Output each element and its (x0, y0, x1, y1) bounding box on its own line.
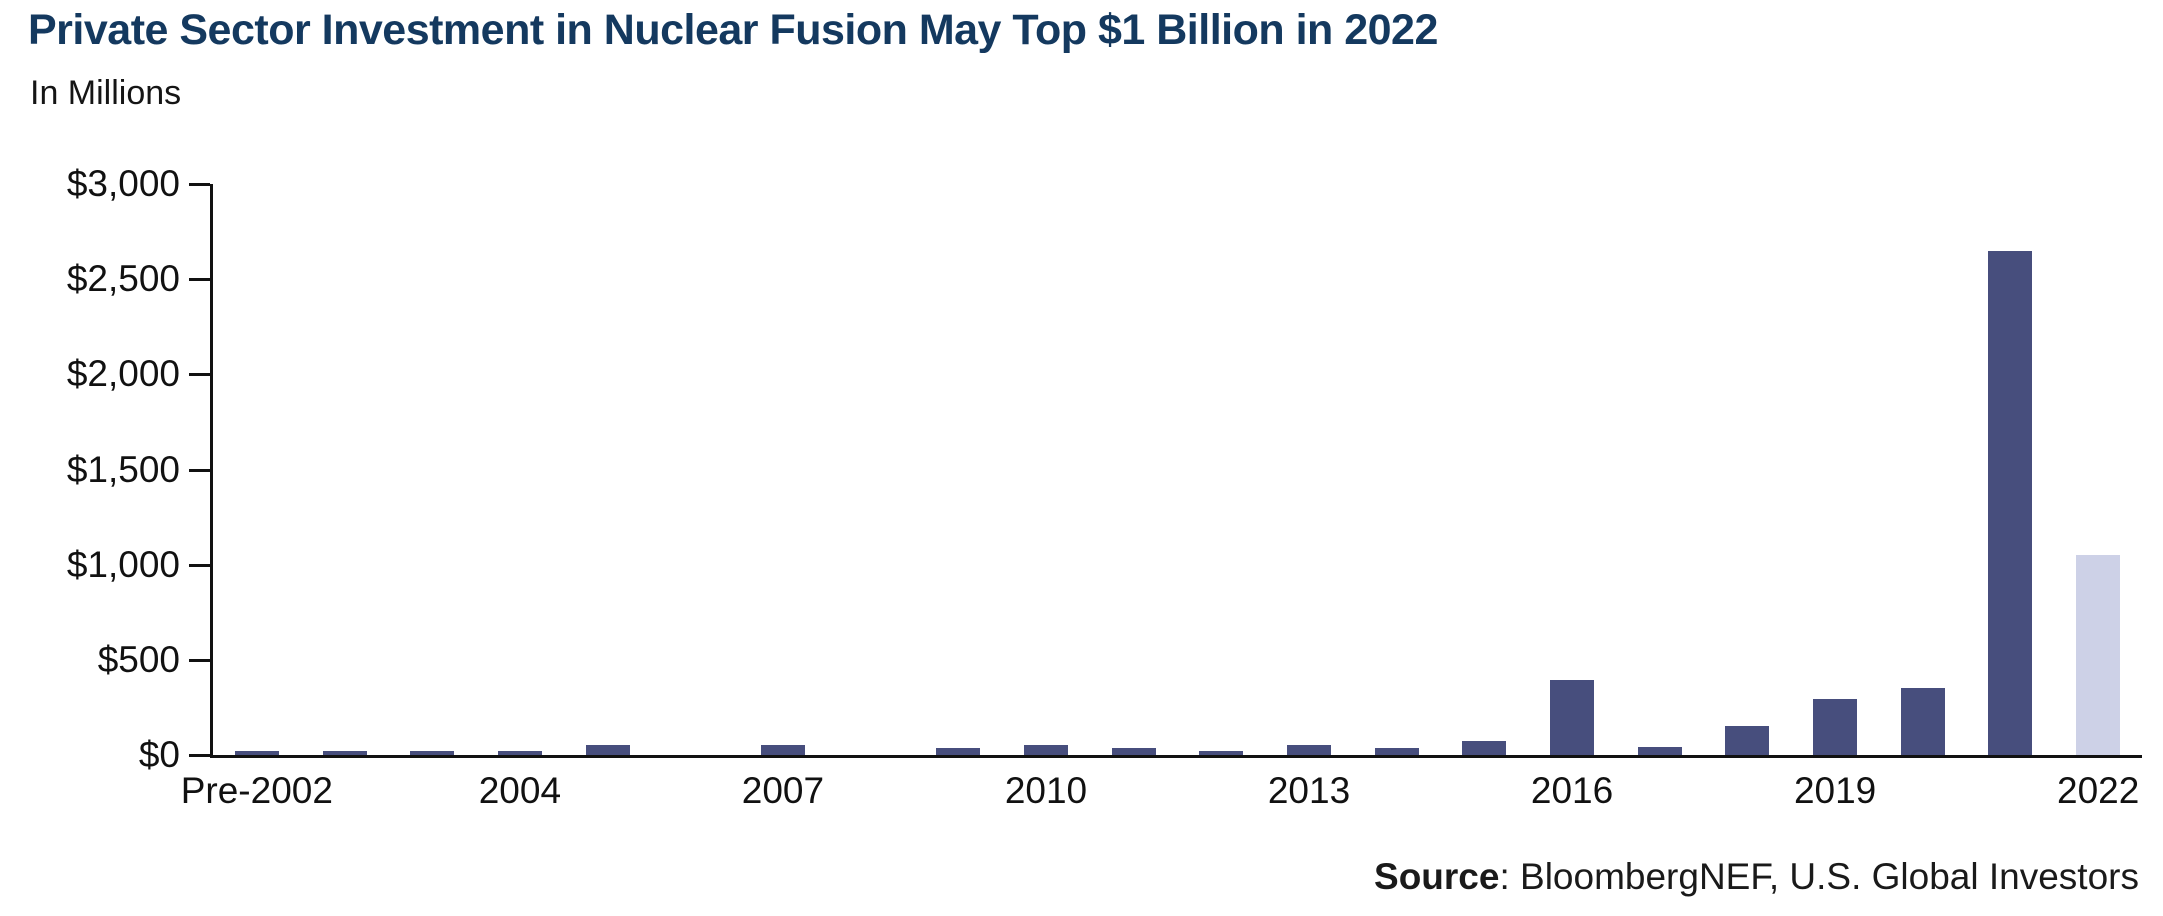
x-axis-label: 2013 (1267, 770, 1351, 811)
bar-2022 (2076, 555, 2121, 755)
bar-2016 (1550, 680, 1595, 755)
source-text: : BloombergNEF, U.S. Global Investors (1499, 856, 2139, 897)
y-axis-label: $0 (138, 734, 180, 775)
x-axis-label: 2004 (478, 770, 562, 811)
x-axis-label: 2016 (1530, 770, 1614, 811)
bar-2021 (1988, 251, 2033, 755)
bar-2010 (1023, 745, 1068, 755)
source-label: Source (1374, 856, 1500, 897)
bar-2009 (936, 748, 981, 755)
bar-2002 (322, 751, 367, 755)
x-axis-label: 2022 (2057, 770, 2140, 811)
x-axis-labels: Pre-2002 2004 2007 2010 2013 2016 2019 2022 (181, 770, 2142, 816)
x-axis-label: Pre-2002 (180, 770, 333, 811)
x-axis-label: 2010 (1004, 770, 1088, 811)
bar-2011 (1111, 748, 1156, 755)
bar-2012 (1199, 751, 1244, 755)
source-note: Source: BloombergNEF, U.S. Global Invest… (1374, 856, 2139, 898)
bar-2003 (410, 751, 455, 755)
y-axis-label: $2,000 (66, 353, 180, 395)
y-axis-tick (189, 183, 210, 186)
y-axis-tick (189, 468, 210, 472)
y-axis-label: $1,000 (66, 543, 180, 585)
chart-title: Private Sector Investment in Nuclear Fus… (28, 6, 1438, 54)
x-axis-label: 2007 (741, 770, 825, 811)
bar-2007 (760, 745, 805, 755)
y-axis-tick (189, 754, 210, 757)
y-axis-labels: $0 $500 $1,000 $1,500 $2,000 $2,500 $3,000 (0, 165, 180, 774)
bar-2013 (1287, 745, 1332, 755)
y-axis-label: $3,000 (66, 163, 180, 204)
y-axis-tick (189, 278, 210, 282)
bar-Pre-2002 (234, 751, 279, 755)
bar-2018 (1725, 726, 1770, 755)
y-axis-tick (189, 658, 210, 662)
y-axis-tick (189, 373, 210, 377)
y-axis-tick (189, 563, 210, 567)
y-axis-label: $1,500 (66, 448, 180, 490)
bar-2015 (1462, 741, 1507, 755)
bar-2020 (1900, 688, 1945, 755)
x-axis-label: 2019 (1793, 770, 1877, 811)
bar-2005 (585, 745, 630, 755)
plot-area (189, 183, 2142, 758)
bar-2019 (1813, 699, 1858, 755)
bar-2004 (497, 751, 542, 755)
y-axis-label: $500 (97, 638, 180, 680)
y-axis-label: $2,500 (66, 258, 180, 300)
bar-2014 (1374, 748, 1419, 755)
bar-2017 (1637, 747, 1682, 755)
chart-subtitle: In Millions (30, 74, 182, 112)
